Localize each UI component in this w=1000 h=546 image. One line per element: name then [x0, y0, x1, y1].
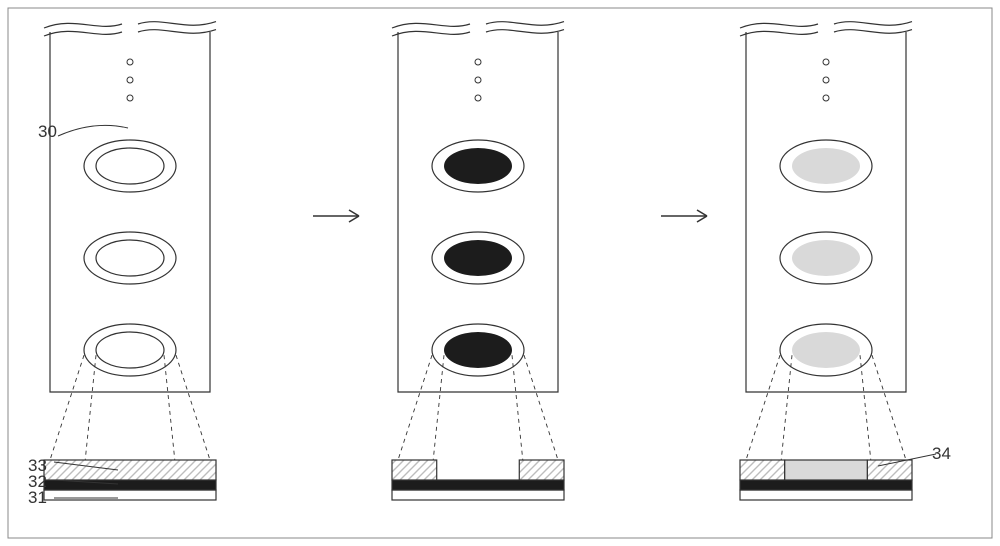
label-31: 31 [28, 488, 47, 508]
label-30: 30 [38, 122, 57, 142]
label-34: 34 [932, 444, 951, 464]
